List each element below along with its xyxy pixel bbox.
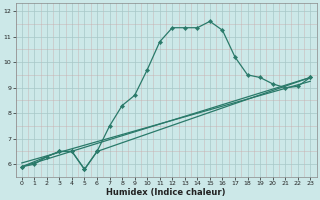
X-axis label: Humidex (Indice chaleur): Humidex (Indice chaleur) xyxy=(106,188,226,197)
